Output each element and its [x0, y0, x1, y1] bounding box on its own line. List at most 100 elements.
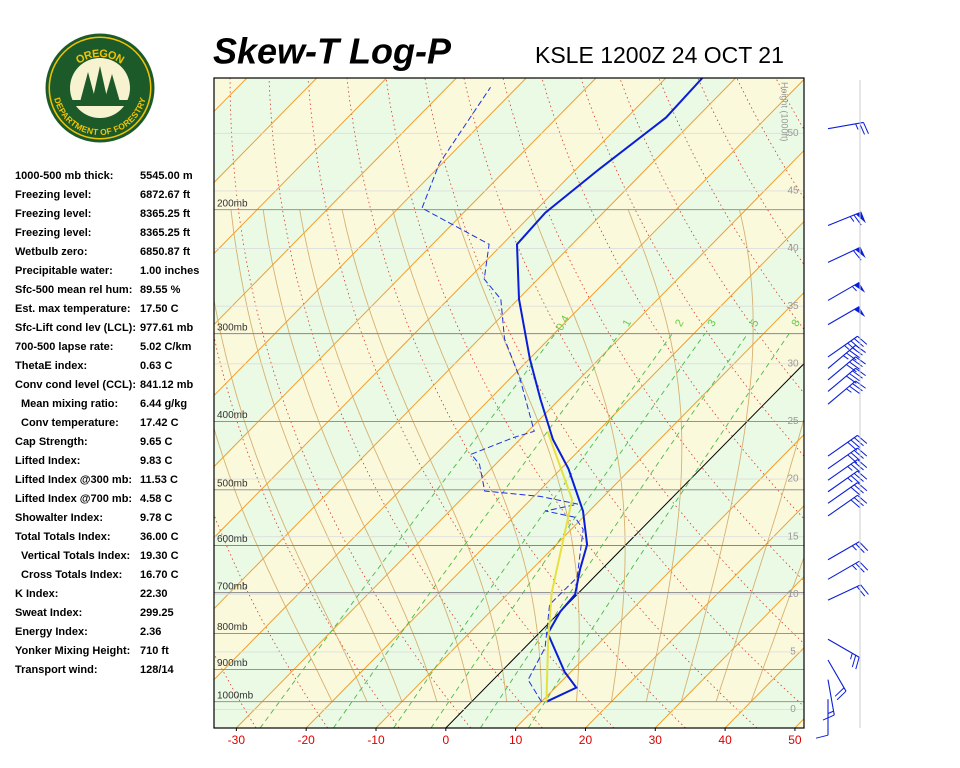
- index-label: Transport wind:: [15, 664, 98, 676]
- barb-feather: [855, 367, 866, 377]
- height-tick-label: 25: [787, 416, 799, 427]
- barb-feather: [853, 473, 864, 482]
- barb-half: [850, 653, 853, 660]
- index-row: Lifted Index: 9.83 C: [15, 452, 210, 471]
- plot-area: [214, 78, 960, 728]
- isotherm: [214, 78, 457, 326]
- barb-feather: [849, 361, 860, 370]
- index-row: Cross Totals Index: 16.70 C: [15, 566, 210, 585]
- barb-staff: [827, 584, 861, 601]
- wind-barb: [827, 434, 868, 457]
- dry-adiabat: [463, 78, 804, 645]
- barb-feather: [852, 383, 863, 392]
- x-tick-label: 20: [579, 733, 593, 747]
- barb-staff: [827, 482, 858, 504]
- chart-subtitle: KSLE 1200Z 24 OCT 21: [535, 42, 784, 68]
- barb-staff: [827, 306, 860, 326]
- index-label: Freezing level:: [15, 189, 92, 201]
- wind-barb: [815, 699, 829, 739]
- index-row: Total Totals Index: 36.00 C: [15, 528, 210, 547]
- barb-staff: [827, 367, 856, 392]
- barb-staff: [827, 356, 856, 381]
- wind-barb: [827, 459, 868, 481]
- height-axis-label: Height (1000ft): [780, 82, 790, 142]
- wind-barb: [827, 659, 847, 701]
- isotherm: [214, 78, 527, 397]
- index-label: Vertical Totals Index:: [21, 550, 131, 562]
- barb-feather: [850, 499, 861, 509]
- wind-barb: [827, 482, 868, 504]
- index-label: Sweat Index:: [15, 607, 83, 619]
- index-row: Est. max temperature: 17.50 C: [15, 300, 210, 319]
- index-value: 1.00 inches: [140, 265, 200, 277]
- x-tick-label: 50: [788, 733, 802, 747]
- dry-adiabat: [815, 78, 960, 728]
- dry-adiabat: [229, 78, 472, 728]
- barb-staff: [827, 659, 847, 692]
- index-row: Wetbulb zero: 6850.87 ft: [15, 243, 210, 262]
- index-row: Transport wind: 128/14: [15, 661, 210, 680]
- x-tick-label: 10: [509, 733, 523, 747]
- index-value: 977.61 mb: [140, 322, 194, 334]
- index-value: 9.65 C: [140, 436, 173, 448]
- index-row: Mean mixing ratio: 6.44 g/kg: [15, 395, 210, 414]
- index-label: Freezing level:: [15, 208, 92, 220]
- wind-barb: [827, 211, 866, 227]
- index-value: 19.30 C: [140, 550, 179, 562]
- index-row: Sfc-Lift cond lev (LCL): 977.61 mb: [15, 319, 210, 338]
- index-row: Sfc-500 mean rel hum: 89.55 %: [15, 281, 210, 300]
- pressure-label: 300mb: [217, 322, 248, 333]
- index-row: ThetaE index: 0.63 C: [15, 357, 210, 376]
- barb-feather: [851, 655, 857, 668]
- band: [214, 79, 804, 728]
- barb-half: [849, 216, 855, 222]
- height-tick-label: 15: [787, 531, 799, 542]
- index-value: 89.55 %: [140, 284, 181, 296]
- pressure-label: 500mb: [217, 478, 248, 489]
- barb-half: [851, 286, 857, 292]
- wind-barb: [827, 494, 868, 517]
- barb-feather: [852, 347, 863, 356]
- barb-feather: [836, 690, 847, 701]
- barb-staff: [827, 335, 858, 358]
- barb-staff: [827, 211, 862, 227]
- index-row: Lifted Index @300 mb: 11.53 C: [15, 471, 210, 490]
- dry-adiabat: [214, 334, 400, 728]
- isotherm: [794, 718, 804, 728]
- index-row: Conv cond level (CCL): 841.12 mb: [15, 376, 210, 395]
- isotherm: [214, 78, 667, 539]
- x-tick-label: -10: [367, 733, 385, 747]
- dry-adiabat: [214, 513, 329, 728]
- index-label: Precipitable water:: [15, 265, 113, 277]
- pressure-label: 400mb: [217, 410, 248, 421]
- indices-panel: 1000-500 mb thick: 5545.00 m Freezing leve…: [15, 167, 210, 680]
- barb-feather: [855, 344, 866, 353]
- barb-half: [855, 123, 859, 130]
- height-tick-label: 0: [790, 704, 796, 715]
- index-value: 8365.25 ft: [140, 208, 191, 220]
- index-label: Showalter Index:: [15, 512, 104, 524]
- dry-adiabat: [346, 78, 686, 728]
- barb-feather: [857, 459, 868, 469]
- index-label: Lifted Index @700 mb:: [15, 493, 133, 505]
- barb-feather: [858, 560, 869, 571]
- index-row: Conv temperature: 17.42 C: [15, 414, 210, 433]
- wind-barb: [827, 367, 866, 392]
- height-tick-label: 35: [787, 301, 799, 312]
- barb-feather: [857, 434, 868, 444]
- barb-feather: [853, 461, 864, 471]
- isotherm: [865, 78, 960, 728]
- pressure-label: 600mb: [217, 534, 248, 545]
- barb-feather: [850, 486, 861, 496]
- barb-feather: [846, 364, 857, 373]
- index-row: Showalter Index: 9.78 C: [15, 509, 210, 528]
- isotherm: [585, 504, 804, 728]
- wind-barb: [827, 121, 869, 135]
- barb-staff: [827, 459, 858, 481]
- plot-frame: [213, 77, 805, 729]
- pressure-label: 200mb: [217, 198, 248, 209]
- barb-staff: [827, 447, 858, 470]
- index-label: Wetbulb zero:: [15, 246, 88, 258]
